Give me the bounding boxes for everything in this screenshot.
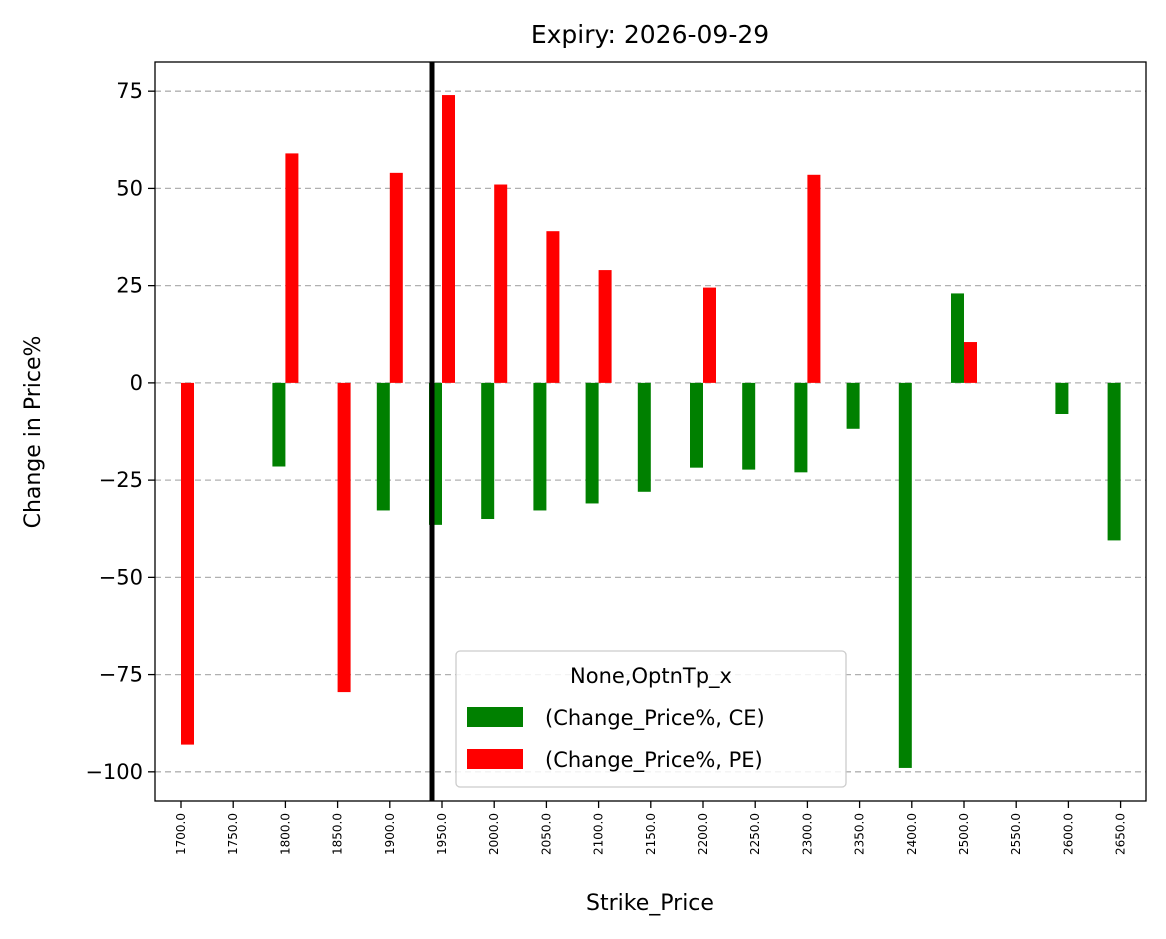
legend-label-ce: (Change_Price%, CE) <box>545 706 765 731</box>
bar-ce-2350.0 <box>846 382 860 429</box>
legend-swatch-pe <box>467 749 523 769</box>
x-axis-ticks: 1700.0 1750.0 1800.0 1850.0 1900.0 1950.0 2000… <box>174 801 1128 855</box>
legend-title: None,OptnTp_x <box>570 664 732 689</box>
bar-pe-1700.0 <box>181 382 194 745</box>
legend: None,OptnTp_x (Change_Price%, CE) (Chang… <box>455 650 847 788</box>
y-axis-label: Change in Price% <box>21 336 46 529</box>
x-tick-label: 2150.0 <box>644 813 658 855</box>
bar-ce-2000.0 <box>481 382 495 520</box>
bar-ce-2400.0 <box>898 382 912 768</box>
x-tick-label: 2250.0 <box>748 813 762 855</box>
x-tick-label: 1750.0 <box>226 813 240 855</box>
bar-ce-2500.0 <box>951 293 964 383</box>
x-tick-label: 2000.0 <box>487 813 501 855</box>
x-tick-label: 2350.0 <box>853 813 867 855</box>
legend-swatch-ce <box>467 707 523 727</box>
bar-pe-2000.0 <box>494 184 508 383</box>
x-axis-label: Strike_Price <box>586 891 714 916</box>
x-tick-label: 2550.0 <box>1009 813 1023 855</box>
bar-ce-2050.0 <box>533 382 547 511</box>
bar-pe-2500.0 <box>964 342 977 383</box>
bar-ce-2600.0 <box>1055 382 1069 414</box>
x-tick-label: 2650.0 <box>1114 813 1128 855</box>
bar-ce-2300.0 <box>794 382 808 473</box>
bar-pe-2200.0 <box>703 287 716 383</box>
bar-pe-2300.0 <box>807 174 821 383</box>
bar-ce-2150.0 <box>637 382 651 492</box>
y-tick-label: 50 <box>116 176 143 200</box>
y-tick-label: 25 <box>116 274 143 298</box>
y-tick-label: −100 <box>85 760 143 784</box>
bar-pe-1850.0 <box>337 382 351 693</box>
y-axis-ticks: −100 −75 −50 −25 0 25 50 75 <box>85 79 155 784</box>
x-tick-label: 2600.0 <box>1061 813 1075 855</box>
legend-box <box>455 650 847 788</box>
x-tick-label: 2500.0 <box>957 813 971 855</box>
bar-pe-1900.0 <box>389 172 403 383</box>
bar-pe-1800.0 <box>285 153 299 383</box>
x-tick-label: 2200.0 <box>696 813 710 855</box>
x-tick-label: 2300.0 <box>800 813 814 855</box>
y-tick-label: −50 <box>99 565 143 589</box>
bar-pe-2100.0 <box>598 270 612 383</box>
y-tick-label: 0 <box>130 371 143 395</box>
bar-pe-1950.0 <box>442 95 455 383</box>
bar-ce-1800.0 <box>272 382 286 467</box>
y-tick-label: 75 <box>116 79 143 103</box>
x-tick-label: 2100.0 <box>592 813 606 855</box>
y-tick-label: −25 <box>99 468 143 492</box>
legend-label-pe: (Change_Price%, PE) <box>545 748 763 773</box>
x-tick-label: 2050.0 <box>539 813 553 855</box>
x-tick-label: 1800.0 <box>278 813 292 855</box>
y-tick-label: −75 <box>99 663 143 687</box>
bar-ce-2200.0 <box>690 382 703 468</box>
bar-ce-2650.0 <box>1107 382 1121 541</box>
bar-ce-2100.0 <box>585 382 599 504</box>
bar-ce-2250.0 <box>742 382 756 470</box>
x-tick-label: 2400.0 <box>905 813 919 855</box>
chart-title: Expiry: 2026-09-29 <box>531 20 769 49</box>
bar-ce-1900.0 <box>376 382 390 511</box>
bar-pe-2050.0 <box>546 231 560 383</box>
x-tick-label: 1700.0 <box>174 813 188 855</box>
x-tick-label: 1950.0 <box>435 813 449 855</box>
x-tick-label: 1850.0 <box>331 813 345 855</box>
x-tick-label: 1900.0 <box>383 813 397 855</box>
